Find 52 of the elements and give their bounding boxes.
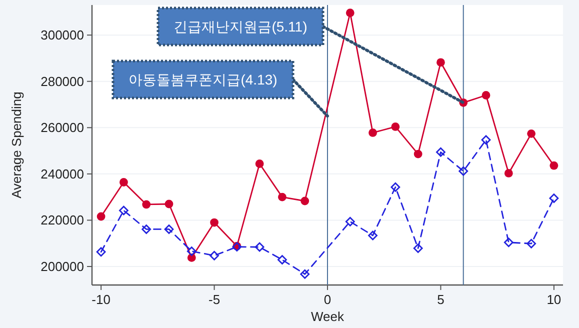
point [96, 247, 106, 257]
point [186, 246, 196, 256]
y-tick-label: 200000 [40, 258, 84, 274]
point [164, 200, 174, 208]
point [300, 196, 310, 206]
point [164, 224, 174, 234]
y-tick-label: 220000 [40, 212, 84, 228]
point [210, 250, 219, 260]
annotation: 긴급재난지원금(5.11) [174, 18, 308, 34]
x-tick-label: -5 [208, 292, 220, 307]
point [413, 244, 423, 253]
point [120, 178, 128, 186]
point [346, 8, 354, 18]
y-tick-label: 280000 [40, 74, 84, 89]
point [368, 128, 377, 137]
point [390, 182, 400, 192]
x-tick-label: 10 [546, 292, 562, 307]
annotation: 아동돌봄쿠폰지급(4.13) [128, 72, 278, 88]
point [481, 135, 491, 145]
point [210, 218, 218, 227]
point [458, 166, 468, 176]
point [119, 206, 128, 216]
point [482, 91, 490, 100]
point [142, 224, 152, 234]
annotation: 아동돌봄쿠폰지급(4.13) [112, 60, 329, 118]
point [142, 200, 151, 209]
point [368, 230, 378, 240]
point [526, 238, 536, 248]
point [278, 255, 287, 264]
point [255, 160, 264, 168]
point [278, 192, 286, 202]
point [549, 194, 559, 203]
y-axis-title: Average Spending [9, 92, 24, 198]
point [345, 216, 355, 226]
point [436, 147, 446, 157]
point [391, 122, 400, 131]
y-tick-label: 260000 [40, 120, 84, 136]
point [436, 58, 445, 67]
point [96, 212, 106, 221]
x-tick-label: 0 [324, 292, 332, 307]
point [504, 169, 513, 178]
y-tick-label: 240000 [40, 166, 84, 182]
x-tick-label: 5 [437, 292, 444, 307]
point [550, 161, 558, 170]
point [414, 150, 422, 158]
point [504, 238, 514, 248]
y-tick-label: 300000 [40, 28, 84, 43]
point [254, 242, 264, 252]
point [300, 269, 310, 279]
x-tick-label: -10 [92, 292, 110, 307]
x-axis-title: Week [311, 309, 344, 324]
point [527, 129, 536, 138]
